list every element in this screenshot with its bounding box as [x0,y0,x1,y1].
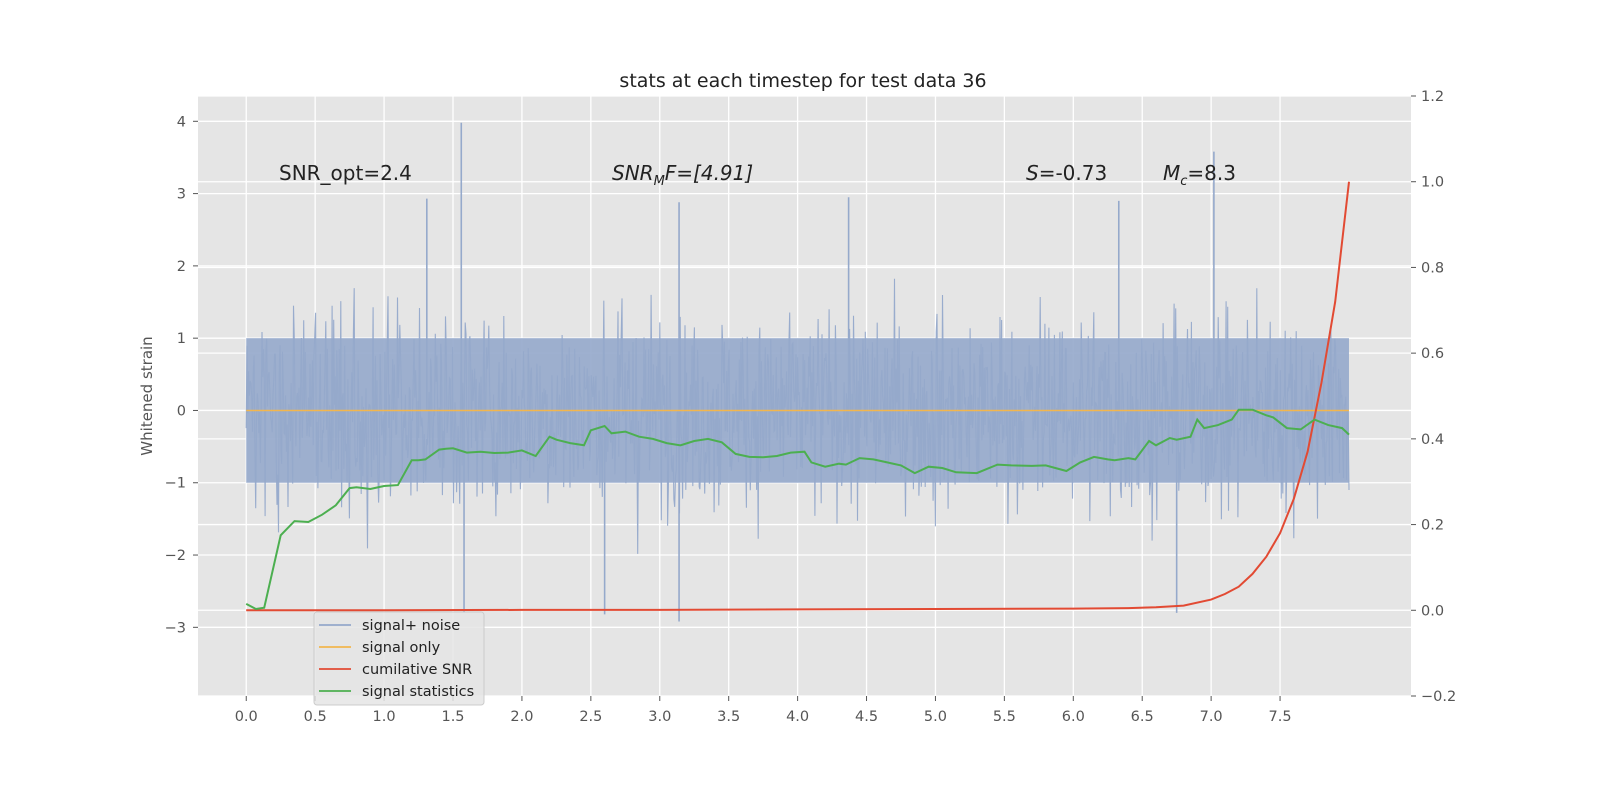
legend-label-signal: signal only [362,640,441,656]
x-tick-label: 1.0 [373,709,396,725]
x-tick-label: 6.0 [1062,709,1085,725]
x-tick-label: 6.5 [1131,709,1154,725]
y-axis-label: Whitened strain [138,336,156,455]
y2-tick-label: 0.8 [1421,260,1444,276]
x-tick-label: 0.5 [304,709,327,725]
legend: signal+ noise signal only cumilative SNR… [313,611,485,706]
y-tick-label: −3 [165,620,186,636]
annotation-snr-mf-sub: M [654,174,665,189]
legend-box [313,611,485,706]
x-tick-label: 4.0 [786,709,809,725]
y2-axis-ticks: 1.2 1.0 0.8 0.6 0.4 0.2 0.0 −0.2 [1411,89,1456,705]
annotation-snr-mf-rest: F=[4.91] [665,161,753,185]
y2-tick-label: 0.4 [1421,432,1444,448]
y-tick-label: −1 [165,476,186,492]
annotation-mc: Mc=8.3 [1163,161,1236,189]
x-axis-ticks: 0.0 0.5 1.0 1.5 2.0 2.5 3.0 3.5 4.0 4.5 5.0 5.5 6.0 6… [235,696,1292,725]
annotation-s-main: S [1026,161,1039,185]
x-tick-label: 3.5 [717,709,740,725]
y2-tick-label: 0.6 [1421,346,1444,362]
y-tick-label: 4 [177,114,186,130]
annotation-snr-opt: SNR_opt=2.4 [279,161,412,185]
legend-label-noise: signal+ noise [362,618,460,634]
annotation-s: S=-0.73 [1026,161,1107,185]
y-tick-label: −2 [165,548,186,564]
x-tick-label: 0.0 [235,709,258,725]
y-axis-ticks: 4 3 2 1 0 −1 −2 −3 [165,114,198,636]
annotation-snr-mf: SNRMF=[4.91] [612,161,753,189]
legend-label-stats: signal statistics [362,684,474,700]
y-tick-label: 2 [177,259,186,275]
y2-tick-label: 1.2 [1421,89,1444,105]
x-tick-label: 5.5 [993,709,1016,725]
x-tick-label: 4.5 [855,709,878,725]
y2-tick-label: 0.2 [1421,518,1444,534]
y2-tick-label: 0.0 [1421,603,1444,619]
x-tick-label: 3.0 [648,709,671,725]
x-tick-label: 7.5 [1269,709,1292,725]
chart-title: stats at each timestep for test data 36 [619,70,986,92]
y-tick-label: 1 [177,331,186,347]
annotation-mc-rest: =8.3 [1187,161,1236,185]
x-tick-label: 2.5 [579,709,602,725]
annotation-snr-mf-main: SNR [612,161,654,185]
y2-tick-label: 1.0 [1421,175,1444,191]
y2-tick-label: −0.2 [1421,689,1456,705]
x-tick-label: 1.5 [441,709,464,725]
cumulative-snr-line [246,181,1350,612]
signal-statistics-line [245,408,1350,611]
annotation-mc-main: M [1163,161,1180,185]
y-tick-label: 0 [177,403,186,419]
y-tick-label: 3 [177,187,186,203]
legend-label-snr: cumilative SNR [362,662,472,678]
annotation-mc-sub: c [1180,174,1187,189]
annotation-s-rest: =-0.73 [1039,161,1108,185]
x-tick-label: 5.0 [924,709,947,725]
x-tick-label: 7.0 [1200,709,1223,725]
x-tick-label: 2.0 [510,709,533,725]
